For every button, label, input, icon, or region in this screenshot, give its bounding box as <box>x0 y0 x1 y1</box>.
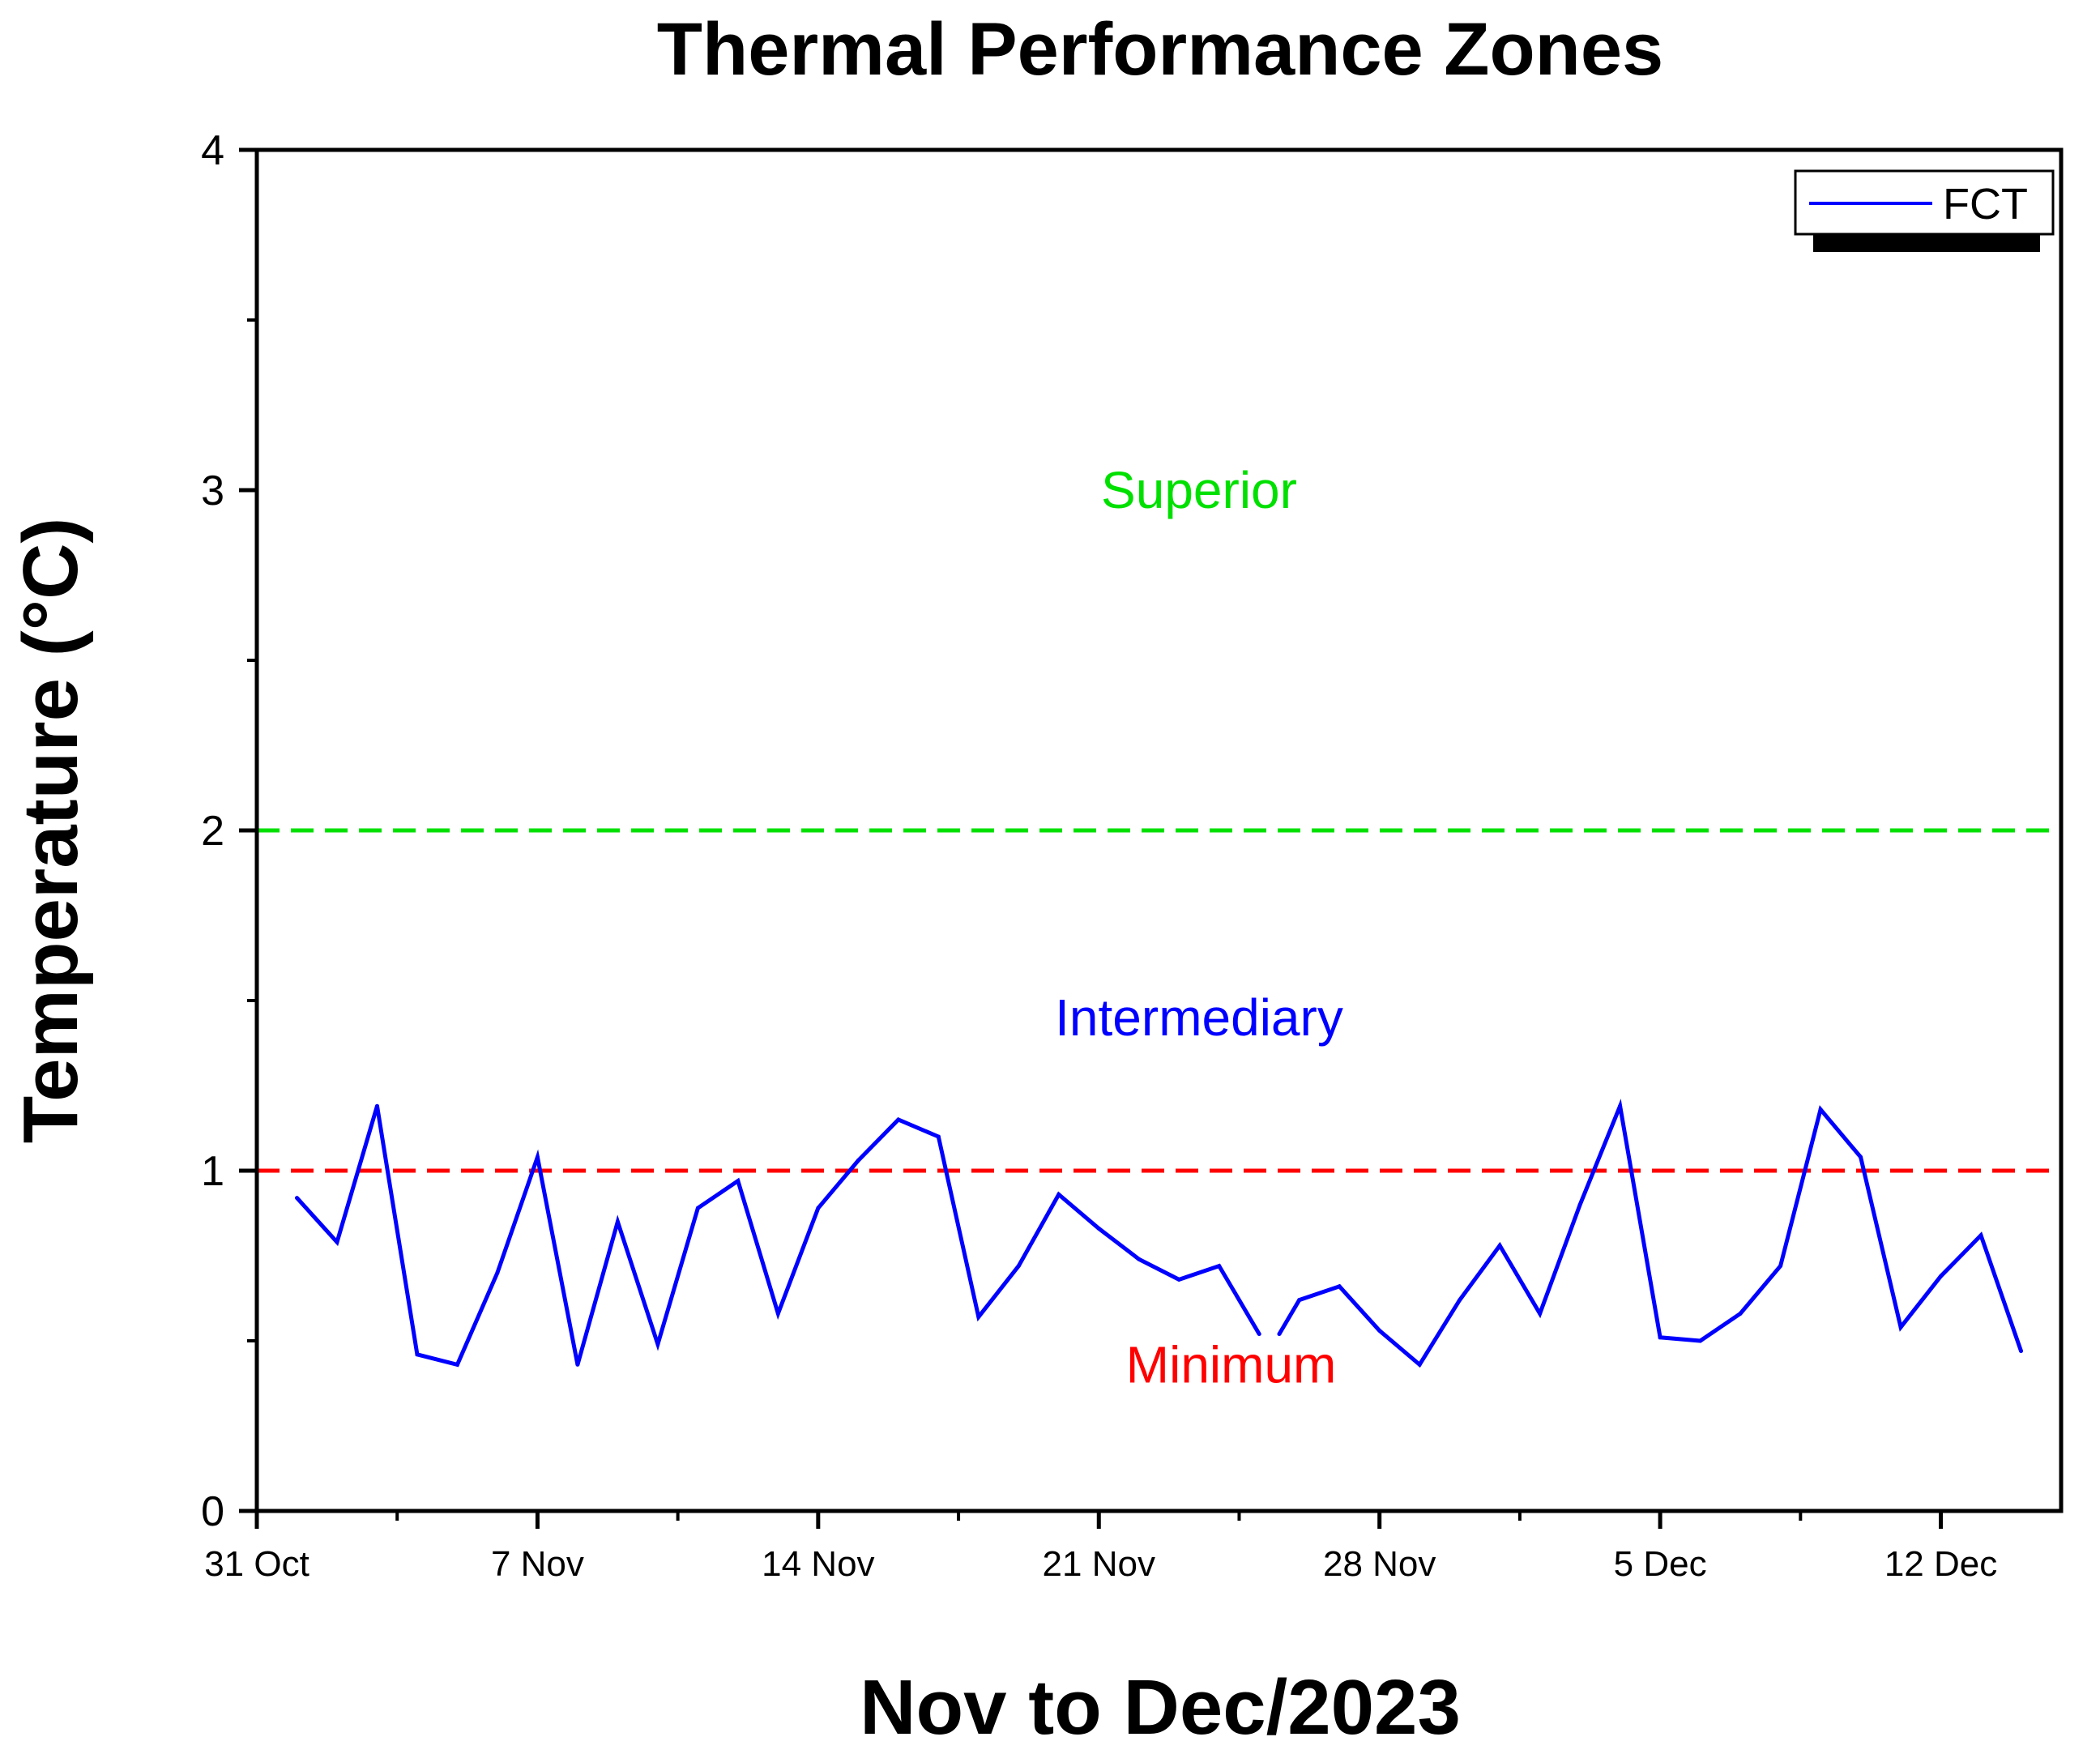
series-line-fct-0 <box>295 1105 1261 1368</box>
zone-label-intermediary: Intermediary <box>1055 988 1343 1047</box>
data-point <box>1898 1325 1903 1329</box>
data-point <box>1658 1335 1662 1340</box>
y-tick-label: 3 <box>201 467 224 514</box>
data-point <box>2019 1349 2024 1354</box>
data-point <box>335 1240 339 1244</box>
data-point <box>1096 1226 1101 1231</box>
legend: FCT <box>1794 169 2055 252</box>
data-point <box>1297 1298 1302 1303</box>
y-axis: 0 1 2 3 4 <box>201 127 257 1535</box>
data-point <box>695 1206 700 1210</box>
data-point <box>1859 1154 1863 1159</box>
data-point <box>615 1219 620 1224</box>
data-point <box>415 1352 420 1357</box>
series-group <box>294 1099 2024 1368</box>
y-tick-label: 2 <box>201 808 224 855</box>
data-point <box>294 1196 299 1201</box>
data-point <box>374 1103 379 1108</box>
x-tick-label: 28 Nov <box>1323 1544 1436 1584</box>
data-point <box>896 1117 901 1122</box>
data-point <box>1016 1264 1021 1269</box>
data-point <box>535 1154 540 1159</box>
data-point <box>495 1270 500 1275</box>
data-point <box>1978 1233 1983 1238</box>
x-axis-title: Nov to Dec/2023 <box>860 1664 1461 1751</box>
y-tick-label: 0 <box>201 1488 224 1535</box>
x-tick-label: 31 Oct <box>204 1544 309 1584</box>
data-point <box>1538 1311 1543 1316</box>
data-point <box>856 1158 860 1163</box>
data-point <box>1698 1338 1703 1343</box>
data-point <box>1137 1257 1142 1261</box>
series-line-fct-1 <box>1277 1099 2023 1368</box>
data-point <box>1939 1274 1944 1278</box>
x-tick-label: 12 Dec <box>1884 1544 1997 1584</box>
chart-title: Thermal Performance Zones <box>657 8 1663 91</box>
x-axis: 31 Oct 7 Nov 14 Nov 21 Nov 28 Nov 5 Dec 12 Dec <box>204 1511 1997 1584</box>
y-axis-title: Temperature (°C) <box>7 518 94 1144</box>
data-point <box>1257 1332 1261 1337</box>
x-tick-label: 5 Dec <box>1614 1544 1707 1584</box>
data-point <box>1738 1311 1743 1316</box>
data-point <box>936 1134 941 1139</box>
data-point <box>575 1362 580 1367</box>
data-point <box>775 1311 780 1316</box>
data-point <box>455 1362 459 1367</box>
y-tick-label: 4 <box>201 127 224 174</box>
data-point <box>1337 1284 1342 1289</box>
threshold-lines <box>257 828 2061 1173</box>
zone-label-superior: Superior <box>1101 461 1297 519</box>
data-point <box>1778 1264 1783 1269</box>
data-point <box>1618 1103 1623 1108</box>
data-point <box>1818 1107 1823 1112</box>
data-point <box>1277 1332 1282 1337</box>
x-tick-label: 14 Nov <box>762 1544 874 1584</box>
data-point <box>1377 1328 1382 1333</box>
zone-labels: Superior Intermediary Minimum <box>1055 461 1343 1393</box>
data-point <box>816 1206 821 1210</box>
x-tick-label: 7 Nov <box>491 1544 584 1584</box>
y-tick-label: 1 <box>201 1148 224 1195</box>
zone-label-minimum: Minimum <box>1126 1335 1337 1393</box>
data-point <box>1497 1243 1502 1248</box>
x-tick-label: 21 Nov <box>1043 1544 1155 1584</box>
data-point <box>1056 1192 1061 1197</box>
data-point <box>736 1179 741 1184</box>
data-point <box>1577 1202 1582 1207</box>
data-point <box>655 1342 660 1346</box>
legend-label-fct: FCT <box>1943 180 2028 228</box>
data-point <box>1417 1362 1422 1367</box>
data-point <box>976 1315 981 1320</box>
data-point <box>1176 1277 1181 1282</box>
data-point <box>1217 1264 1222 1269</box>
data-point <box>1458 1298 1462 1303</box>
